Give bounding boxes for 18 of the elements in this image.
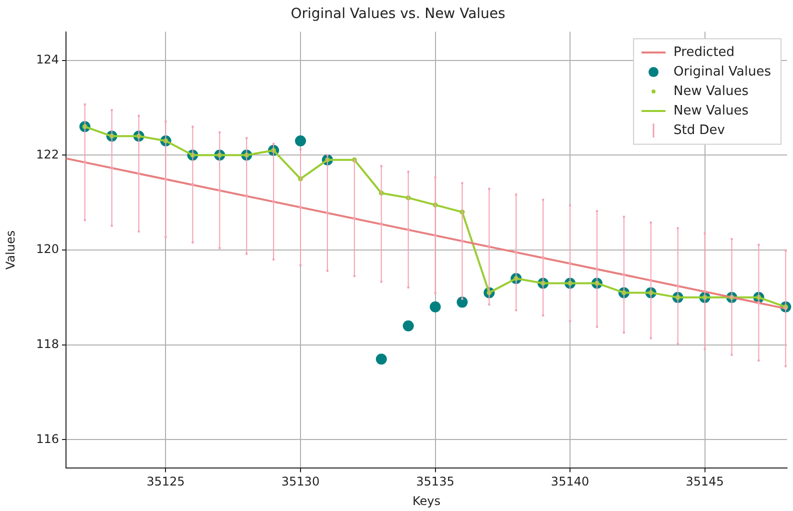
legend-label: Predicted (674, 44, 735, 60)
legend-label: New Values (674, 103, 749, 118)
y-tick-label: 120 (36, 242, 59, 256)
x-tick-label: 35125 (146, 474, 185, 489)
x-tick-label: 35140 (550, 474, 590, 489)
chart-title: Original Values vs. New Values (290, 6, 506, 22)
y-tick-label: 124 (36, 52, 59, 66)
x-tick-label: 35135 (416, 474, 454, 489)
legend-label: Std Dev (674, 122, 726, 138)
x-tick-label: 35130 (281, 474, 320, 489)
legend-label: New Values (674, 84, 749, 99)
legend-label: Original Values (674, 64, 772, 80)
x-axis-title: Keys (412, 494, 441, 508)
y-tick-label: 118 (36, 336, 59, 351)
y-tick-label: 116 (36, 432, 59, 446)
y-axis-title: Values (3, 230, 18, 270)
x-tick-label: 35145 (686, 474, 724, 489)
y-tick-label: 122 (36, 147, 59, 162)
